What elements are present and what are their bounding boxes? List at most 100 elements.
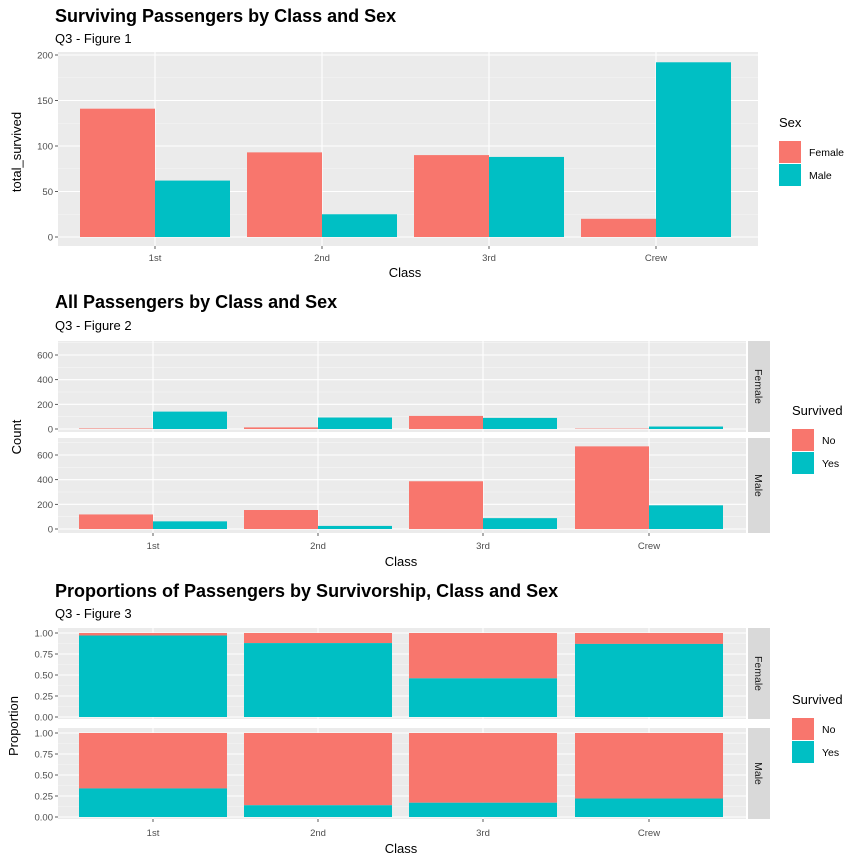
bar-no-3rd xyxy=(409,481,483,529)
y-tick-label: 0 xyxy=(48,525,53,536)
y-tick-label: 400 xyxy=(37,475,53,486)
y-tick-label: 50 xyxy=(42,187,53,198)
legend-key xyxy=(792,452,814,474)
bar-yes-2nd xyxy=(244,805,392,817)
x-tick-label: 3rd xyxy=(476,828,490,839)
bar-yes-1st xyxy=(79,635,227,717)
legend-key xyxy=(779,164,801,186)
facet-strip xyxy=(748,438,770,533)
legend-title: Survived xyxy=(792,692,843,707)
x-tick-label: 3rd xyxy=(476,541,490,552)
bar-yes-2nd xyxy=(318,417,392,429)
legend-key xyxy=(779,141,801,163)
x-tick-label: 1st xyxy=(147,828,160,839)
y-tick-label: 200 xyxy=(37,500,53,511)
bar-no-2nd xyxy=(244,733,392,806)
bar-yes-3rd xyxy=(409,802,557,817)
x-axis-title: Class xyxy=(385,554,418,569)
facet-male: 0 200 400 600 Male xyxy=(37,438,770,536)
bar-no-1st xyxy=(79,514,153,529)
figure-2: All Passengers by Class and Sex Q3 - Figu… xyxy=(9,292,843,569)
y-tick-label: 600 xyxy=(37,351,53,362)
legend-key xyxy=(792,429,814,451)
figure-1: Surviving Passengers by Class and Sex Q3 … xyxy=(9,6,844,280)
bar-female-3rd xyxy=(414,155,489,237)
legend-key xyxy=(792,718,814,740)
y-tick-label: 150 xyxy=(37,96,53,107)
x-tick-label: 1st xyxy=(147,541,160,552)
y-axis-title: Proportion xyxy=(6,696,21,756)
facet-strip-label: Male xyxy=(752,474,764,497)
legend-label: No xyxy=(822,435,836,447)
x-axis-title: Class xyxy=(385,841,418,856)
chart-subtitle: Q3 - Figure 1 xyxy=(55,31,132,46)
x-tick-label: Crew xyxy=(645,253,667,264)
bar-no-2nd xyxy=(244,427,318,429)
y-tick-label: 0.50 xyxy=(35,671,54,682)
chart-title: All Passengers by Class and Sex xyxy=(55,292,337,312)
legend-label: No xyxy=(822,724,836,736)
bar-yes-crew xyxy=(649,426,723,429)
bar-no-3rd xyxy=(409,733,557,803)
bar-no-crew xyxy=(575,446,649,529)
legend-key xyxy=(792,741,814,763)
x-tick-label: 2nd xyxy=(314,253,330,264)
facet-strip xyxy=(748,728,770,819)
y-tick-label: 0.75 xyxy=(35,650,54,661)
bar-no-2nd xyxy=(244,510,318,529)
chart-subtitle: Q3 - Figure 2 xyxy=(55,318,132,333)
facet-strip-label: Male xyxy=(752,762,764,785)
x-tick-label: 2nd xyxy=(310,828,326,839)
facet-strip-label: Female xyxy=(752,656,764,691)
y-tick-label: 200 xyxy=(37,400,53,411)
y-tick-label: 0.50 xyxy=(35,771,54,782)
y-tick-label: 400 xyxy=(37,375,53,386)
y-tick-label: 200 xyxy=(37,51,53,62)
legend-label: Yes xyxy=(822,747,839,759)
bar-no-1st xyxy=(79,733,227,789)
y-tick-label: 0.25 xyxy=(35,692,54,703)
y-axis-title: total_survived xyxy=(9,112,24,192)
bar-female-crew xyxy=(581,218,656,237)
bar-yes-crew xyxy=(649,505,723,529)
bar-male-2nd xyxy=(322,214,397,237)
y-axis-title: Count xyxy=(9,419,24,454)
facet-male: 0.00 0.25 0.50 0.75 1.00 Male xyxy=(35,728,770,824)
bar-yes-crew xyxy=(575,643,723,717)
bar-yes-3rd xyxy=(483,417,557,429)
facet-female: 0 200 400 600 Female xyxy=(37,341,770,436)
bar-yes-crew xyxy=(575,798,723,817)
x-tick-label: 2nd xyxy=(310,541,326,552)
bar-male-crew xyxy=(656,62,731,237)
y-tick-label: 0 xyxy=(48,233,53,244)
x-axis-title: Class xyxy=(389,265,422,280)
bar-no-3rd xyxy=(409,415,483,429)
y-tick-label: 600 xyxy=(37,451,53,462)
chart-subtitle: Q3 - Figure 3 xyxy=(55,606,132,621)
y-tick-label: 100 xyxy=(37,142,53,153)
chart-title: Surviving Passengers by Class and Sex xyxy=(55,6,396,26)
x-tick-label: Crew xyxy=(638,828,660,839)
y-tick-label: 0.00 xyxy=(35,813,54,824)
facet-strip xyxy=(748,628,770,719)
bar-male-3rd xyxy=(489,156,564,237)
legend-label: Yes xyxy=(822,458,839,470)
bar-no-crew xyxy=(575,733,723,799)
legend-title: Survived xyxy=(792,403,843,418)
bar-female-1st xyxy=(80,108,155,237)
bar-yes-1st xyxy=(79,788,227,817)
x-tick-label: 3rd xyxy=(482,253,496,264)
bar-yes-2nd xyxy=(318,525,392,529)
chart-title: Proportions of Passengers by Survivorshi… xyxy=(55,581,558,601)
facet-strip-label: Female xyxy=(752,369,764,404)
y-tick-label: 0.75 xyxy=(35,750,54,761)
legend-title: Sex xyxy=(779,115,802,130)
facet-female: 0.00 0.25 0.50 0.75 1.00 Female xyxy=(35,628,770,724)
bar-no-3rd xyxy=(409,633,557,679)
legend-label: Female xyxy=(809,147,844,159)
y-tick-label: 1.00 xyxy=(35,729,54,740)
bar-yes-1st xyxy=(153,411,227,429)
x-tick-label: Crew xyxy=(638,541,660,552)
bar-yes-2nd xyxy=(244,643,392,717)
bar-female-2nd xyxy=(247,152,322,237)
